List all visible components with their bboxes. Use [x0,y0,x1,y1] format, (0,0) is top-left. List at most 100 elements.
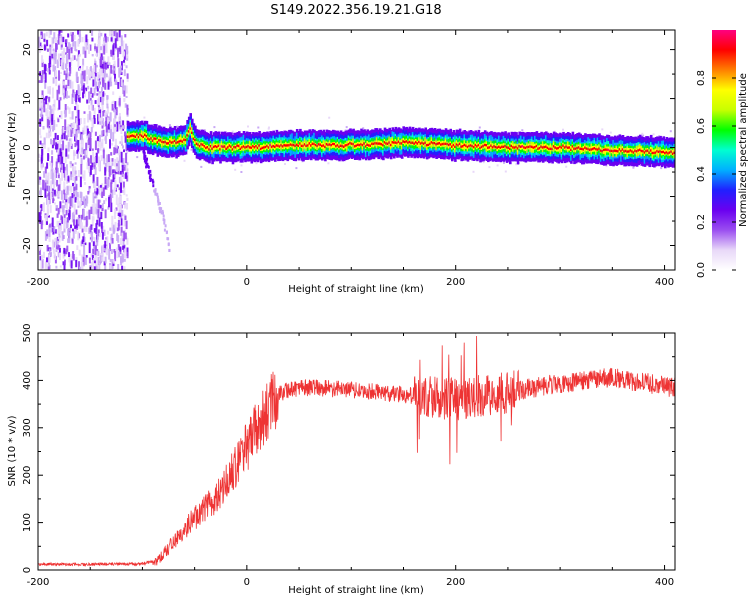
ridge-cell [404,140,407,144]
noise-cell [104,167,107,176]
noise-cell [43,181,46,191]
noise-cell [69,67,72,74]
noise-cell [65,191,68,201]
noise-cell [83,244,85,247]
noise-cell [74,197,77,203]
noise-cell [43,98,46,101]
noise-cell [78,249,81,256]
noise-cell [101,232,104,240]
ridge-cell [208,148,211,151]
halo-cell [168,124,171,127]
ridge-cell [192,137,196,140]
noise-cell [66,46,69,53]
noise-cell [98,30,101,37]
ridge-cell [560,146,564,149]
ridge-cell [444,142,448,145]
noise-cell [71,197,74,208]
noise-cell [62,140,65,151]
noise-cell [106,245,109,256]
ridge-cell [574,147,578,150]
noise-cell [57,34,60,45]
noise-cell [106,230,109,235]
noise-cell [113,68,116,71]
noise-cell [75,49,78,52]
noise-cell [48,199,51,205]
noise-cell [119,195,122,204]
noise-cell [76,104,79,114]
noise-cell [79,201,82,208]
noise-cell [117,148,120,156]
noise-cell [115,166,118,173]
noise-cell [106,103,109,109]
noise-cell [72,40,75,47]
ridge-cell [469,144,473,147]
noise-cell [126,171,129,182]
noise-cell [47,103,49,110]
noise-cell [68,139,71,148]
noise-cell [119,46,122,55]
noise-cell [116,145,118,149]
noise-cell [49,46,52,56]
ridge-cell [335,144,338,148]
noise-cell [85,34,88,43]
noise-cell [59,115,62,118]
noise-cell [82,85,85,94]
ridge-cell [223,145,227,148]
ridge-cell [346,143,349,147]
ridge-cell [239,147,243,150]
noise-cell [102,225,105,237]
snr-plot-area [38,333,675,570]
noise-cell [68,232,71,244]
ridge-cell [551,147,554,151]
noise-cell [110,202,113,212]
ridge-cell [205,146,208,150]
ridge-cell [452,143,456,147]
noise-cell [60,144,63,148]
noise-cell [53,226,56,232]
noise-cell [47,153,50,161]
noise-cell [109,265,112,270]
noise-cell [68,107,71,114]
noise-cell [61,64,64,69]
noise-cell [125,152,128,164]
ridge-cell [214,145,218,148]
halo-cell [609,131,612,134]
noise-cell [81,144,84,155]
ridge-cell [576,146,579,150]
noise-cell [45,31,48,37]
noise-cell [118,152,121,162]
ridge-cell [349,141,352,145]
noise-cell [97,78,100,81]
ridge-cell [248,146,252,149]
ridge-cell [317,143,321,146]
ridge-cell [648,151,651,154]
ridge-cell [339,144,343,147]
ridge-cell [408,140,412,144]
noise-cell [63,131,66,140]
ridge-cell [150,137,153,140]
noise-cell [73,150,75,161]
ridge-cell [126,135,130,138]
halo-cell [257,126,260,129]
noise-cell [74,225,77,229]
snr-y-tick-label: 100 [22,513,33,532]
noise-cell [126,247,129,257]
ridge-cell [164,140,167,144]
noise-cell [47,185,50,192]
noise-cell [119,212,122,219]
noise-cell [106,95,109,100]
noise-cell [94,140,97,151]
noise-cell [100,192,103,197]
noise-cell [93,183,96,189]
noise-cell [80,222,83,229]
noise-cell [52,115,55,120]
ridge-cell [635,150,639,153]
noise-cell [114,78,117,85]
noise-cell [51,156,54,166]
noise-cell [107,81,110,90]
noise-cell [65,42,68,47]
noise-cell [62,90,65,93]
ridge-cell [480,145,484,149]
noise-cell [119,67,122,74]
noise-cell [41,163,44,168]
